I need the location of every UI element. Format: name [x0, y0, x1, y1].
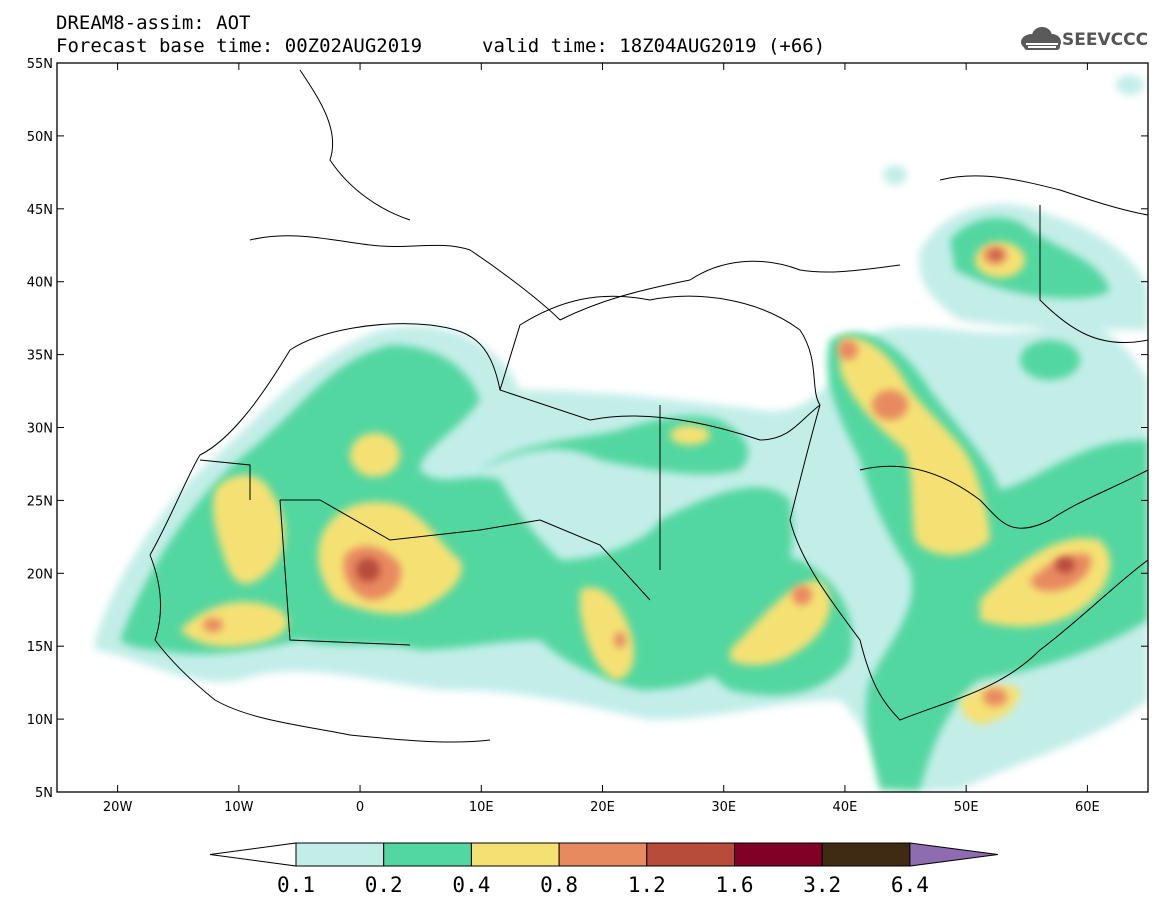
colorbar-label: 0.4 — [452, 873, 490, 897]
colorbar-min-arrow — [209, 842, 297, 867]
x-tick-label: 20W — [103, 800, 133, 815]
colorbar-label: 1.2 — [628, 873, 666, 897]
y-tick-label: 5N — [35, 786, 53, 801]
x-tick-label: 50E — [954, 800, 979, 815]
y-tick-label: 15N — [27, 640, 53, 655]
colorbar-box — [295, 842, 385, 867]
valid-time: valid time: 18Z04AUG2019 (+66) — [482, 35, 826, 57]
y-tick-label: 35N — [27, 349, 53, 364]
x-tick-label: 10E — [469, 800, 494, 815]
colorbar-box — [470, 842, 560, 867]
colorbar-label: 0.8 — [540, 873, 578, 897]
y-tick-label: 40N — [27, 276, 53, 291]
y-tick-label: 20N — [27, 567, 53, 582]
y-tick-label: 30N — [27, 422, 53, 437]
x-tick-label: 0 — [356, 800, 364, 815]
forecast-base-time: Forecast base time: 00Z02AUG2019 — [56, 35, 423, 57]
x-tick-label: 10W — [224, 800, 254, 815]
colorbar-box — [558, 842, 648, 867]
cloud-icon — [1021, 27, 1061, 50]
x-tick-label: 40E — [833, 800, 858, 815]
y-axis-labels: 55N 50N 45N 40N 35N 30N 25N 20N 15N 10N 5N — [27, 57, 53, 801]
colorbar-label: 6.4 — [891, 873, 929, 897]
y-tick-label: 55N — [27, 57, 53, 72]
colorbar-box — [383, 842, 472, 867]
x-axis-labels: 20W 10W 0 10E 20E 30E 40E 50E 60E — [103, 800, 1100, 815]
map-title: DREAM8-assim: AOT — [56, 12, 251, 34]
colorbar-box — [734, 842, 823, 867]
x-tick-label: 60E — [1075, 800, 1100, 815]
axis-ticks — [57, 62, 1148, 793]
y-tick-label: 50N — [27, 130, 53, 145]
y-tick-label: 10N — [27, 713, 53, 728]
colorbar-label: 3.2 — [803, 873, 841, 897]
x-tick-label: 20E — [590, 800, 615, 815]
aot-field — [95, 75, 1148, 792]
colorbar-labels: 0.1 0.2 0.4 0.8 1.2 1.6 3.2 6.4 — [277, 873, 929, 897]
colorbar-box — [821, 842, 911, 867]
colorbar-box — [646, 842, 735, 867]
seevccc-logo: SEEVCCC — [1062, 30, 1149, 50]
colorbar-label: 1.6 — [716, 873, 754, 897]
y-tick-label: 45N — [27, 203, 53, 218]
x-tick-label: 30E — [711, 800, 736, 815]
y-tick-label: 25N — [27, 494, 53, 509]
colorbar-boxes — [209, 842, 998, 867]
country-borders — [149, 69, 1148, 743]
colorbar-label: 0.2 — [365, 873, 403, 897]
colorbar-label: 0.1 — [277, 873, 315, 897]
colorbar-max-arrow — [909, 842, 998, 867]
